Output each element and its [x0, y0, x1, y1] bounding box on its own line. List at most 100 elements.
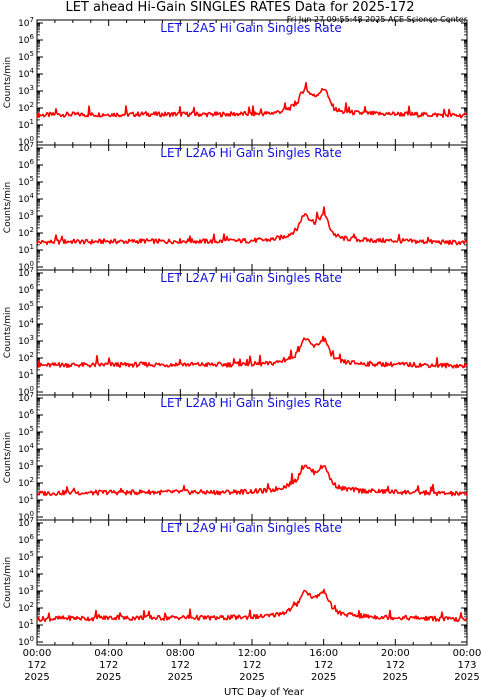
x-tick-label-day: 172 — [242, 660, 261, 671]
y-tick-label: 107 — [18, 141, 34, 154]
y-tick-base: 10 — [18, 496, 30, 506]
y-tick-label: 101 — [18, 243, 34, 256]
panel-frame — [36, 394, 468, 521]
y-tick-base: 10 — [18, 246, 30, 256]
y-tick-label: 107 — [18, 516, 34, 529]
y-axis-label: Counts/min — [3, 182, 13, 233]
y-tick-base: 10 — [18, 19, 30, 29]
y-tick-base: 10 — [18, 587, 30, 597]
y-tick-exponent: 0 — [30, 135, 34, 143]
y-tick-base: 10 — [18, 371, 30, 381]
y-tick-base: 10 — [18, 104, 30, 114]
x-tick-label-time: 04:00 — [94, 648, 123, 659]
y-tick-exponent: 6 — [30, 408, 35, 416]
y-tick-exponent: 5 — [30, 300, 34, 308]
y-tick-exponent: 0 — [30, 635, 34, 643]
y-tick-label: 100 — [18, 135, 34, 148]
y-tick-base: 10 — [18, 144, 30, 154]
y-tick-exponent: 5 — [30, 175, 34, 183]
y-tick-label: 104 — [18, 192, 34, 205]
y-tick-label: 103 — [18, 334, 34, 347]
y-tick-exponent: 2 — [30, 351, 34, 359]
y-tick-label: 101 — [18, 368, 34, 381]
y-tick-exponent: 7 — [30, 266, 34, 274]
y-tick-base: 10 — [18, 513, 30, 523]
y-tick-label: 102 — [18, 101, 34, 114]
x-tick-label-year: 2025 — [24, 672, 49, 683]
x-tick-label-day: 172 — [314, 660, 333, 671]
y-tick-label: 105 — [18, 175, 34, 188]
y-tick-exponent: 0 — [30, 260, 34, 268]
y-tick-exponent: 3 — [30, 584, 34, 592]
x-tick-label-time: 20:00 — [381, 648, 410, 659]
y-tick-exponent: 6 — [30, 158, 35, 166]
y-tick-label: 100 — [18, 510, 34, 523]
y-tick-label: 100 — [18, 635, 34, 648]
y-tick-label: 105 — [18, 425, 34, 438]
y-tick-base: 10 — [18, 394, 30, 404]
y-tick-base: 10 — [18, 195, 30, 205]
y-tick-label: 100 — [18, 260, 34, 273]
y-tick-label: 104 — [18, 442, 34, 455]
y-tick-base: 10 — [18, 286, 30, 296]
series-line — [36, 588, 468, 623]
series-line — [36, 335, 468, 369]
y-tick-base: 10 — [18, 212, 30, 222]
x-tick-label-time: 12:00 — [238, 648, 267, 659]
y-tick-exponent: 1 — [30, 618, 34, 626]
y-tick-label: 102 — [18, 476, 34, 489]
y-tick-exponent: 4 — [30, 317, 35, 325]
x-tick-label-day: 172 — [386, 660, 405, 671]
y-axis-label: Counts/min — [3, 307, 13, 358]
panel-title: LET L2A8 Hi Gain Singles Rate — [160, 396, 341, 410]
x-tick-label-year: 2025 — [168, 672, 193, 683]
y-tick-base: 10 — [18, 320, 30, 330]
series-line — [36, 81, 468, 119]
y-tick-exponent: 7 — [30, 141, 34, 149]
y-tick-base: 10 — [18, 161, 30, 171]
y-tick-base: 10 — [18, 121, 30, 131]
x-tick-label-day: 172 — [99, 660, 118, 671]
y-tick-label: 106 — [18, 533, 34, 546]
panel-title: LET L2A6 Hi Gain Singles Rate — [160, 146, 341, 160]
y-tick-base: 10 — [18, 553, 30, 563]
panel-title: LET L2A9 Hi Gain Singles Rate — [160, 521, 341, 535]
y-tick-base: 10 — [18, 229, 30, 239]
panel-frame — [36, 519, 468, 646]
y-tick-label: 107 — [18, 16, 34, 29]
panel-frame — [36, 269, 468, 396]
y-tick-label: 103 — [18, 84, 34, 97]
y-axis-label: Counts/min — [3, 557, 13, 608]
y-tick-exponent: 4 — [30, 67, 35, 75]
y-tick-exponent: 7 — [30, 16, 34, 24]
y-tick-exponent: 6 — [30, 283, 35, 291]
y-axis-label: Counts/min — [3, 432, 13, 483]
y-tick-base: 10 — [18, 462, 30, 472]
y-tick-base: 10 — [18, 411, 30, 421]
x-tick-label-time: 08:00 — [166, 648, 195, 659]
y-tick-exponent: 3 — [30, 334, 34, 342]
y-tick-base: 10 — [18, 70, 30, 80]
y-axis-label: Counts/min — [3, 57, 13, 108]
y-tick-label: 107 — [18, 266, 34, 279]
y-tick-exponent: 2 — [30, 476, 34, 484]
y-tick-base: 10 — [18, 53, 30, 63]
y-tick-base: 10 — [18, 445, 30, 455]
y-tick-base: 10 — [18, 388, 30, 398]
y-tick-exponent: 2 — [30, 601, 34, 609]
y-tick-label: 102 — [18, 226, 34, 239]
panel-frame — [36, 19, 468, 146]
y-tick-exponent: 1 — [30, 493, 34, 501]
y-tick-label: 104 — [18, 317, 34, 330]
x-tick-label-year: 2025 — [311, 672, 336, 683]
x-axis-label: UTC Day of Year — [224, 687, 305, 698]
y-tick-label: 106 — [18, 158, 34, 171]
y-tick-exponent: 3 — [30, 459, 34, 467]
y-tick-label: 103 — [18, 584, 34, 597]
